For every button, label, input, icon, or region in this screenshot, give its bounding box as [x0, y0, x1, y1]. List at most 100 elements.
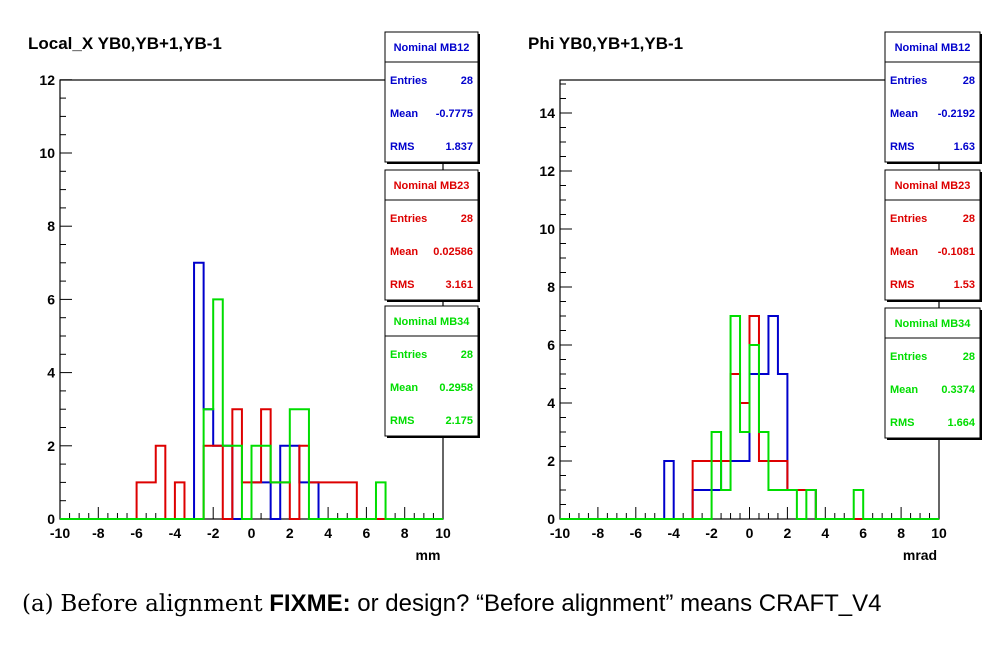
y-tick-label: 10: [539, 221, 555, 237]
x-tick-label: 0: [248, 525, 256, 541]
stats-box-nominal-mb23: Nominal MB23 Entries 28 Mean 0.02586 RMS 3.161: [384, 169, 480, 302]
caption-fixme: FIXME:: [269, 590, 351, 617]
y-tick-label: 8: [47, 218, 55, 234]
figure-caption: (a) Before alignment FIXME: or design? “…: [22, 590, 882, 618]
x-tick-label: -8: [92, 525, 105, 541]
y-tick-label: 6: [547, 337, 555, 353]
x-tick-label: -10: [550, 525, 570, 541]
stats-value: 2.175: [445, 415, 473, 427]
stats-label: Mean: [390, 246, 418, 258]
x-tick-label: -2: [705, 525, 718, 541]
stats-label: RMS: [890, 417, 914, 429]
caption-label: (a): [22, 591, 54, 617]
y-tick-label: 4: [547, 395, 555, 411]
stats-label: Entries: [390, 75, 427, 87]
stats-label: RMS: [390, 415, 414, 427]
y-tick-label: 0: [547, 511, 555, 527]
stats-box-frame: [384, 169, 479, 301]
stats-value: 1.53: [954, 279, 975, 291]
stats-value: 0.2958: [439, 382, 473, 394]
stats-label: Entries: [890, 213, 927, 225]
stats-label: RMS: [890, 141, 914, 153]
chart-title: Local_X YB0,YB+1,YB-1: [28, 34, 222, 53]
stats-box-nominal-mb23: Nominal MB23 Entries 28 Mean -0.1081 RMS 1.53: [884, 169, 982, 302]
x-tick-label: -4: [667, 525, 680, 541]
x-tick-label: 4: [821, 525, 829, 541]
stats-label: Mean: [890, 384, 918, 396]
stats-box-frame: [884, 169, 981, 301]
stats-box-nominal-mb34: Nominal MB34 Entries 28 Mean 0.3374 RMS 1.664: [884, 307, 982, 440]
stats-label: RMS: [390, 279, 414, 291]
x-tick-label: 6: [363, 525, 371, 541]
stats-box-frame: [884, 31, 981, 163]
stats-value: 3.161: [445, 279, 473, 291]
stats-box-nominal-mb34: Nominal MB34 Entries 28 Mean 0.2958 RMS 2.175: [384, 305, 480, 438]
stats-label: Mean: [890, 108, 918, 120]
x-tick-label: 8: [401, 525, 409, 541]
histogram-panel-2: Phi YB0,YB+1,YB-1 -10 -8 -6 -4 -2 0 2 4 6 8 10 0 2 4 6 8…: [528, 31, 982, 563]
x-tick-label: 10: [435, 525, 451, 541]
caption-note: or design? “Before alignment” means CRAF…: [357, 590, 882, 617]
stats-value: 0.3374: [941, 384, 976, 396]
stats-box-nominal-mb12: Nominal MB12 Entries 28 Mean -0.7775 RMS 1.837: [384, 31, 480, 164]
stats-title: Nominal MB34: [394, 316, 471, 328]
y-tick-label: 6: [47, 291, 55, 307]
stats-value: 28: [461, 349, 473, 361]
y-tick-label: 8: [547, 279, 555, 295]
stats-box-nominal-mb12: Nominal MB12 Entries 28 Mean -0.2192 RMS 1.63: [884, 31, 982, 164]
stats-value: 28: [963, 351, 975, 363]
stats-box-frame: [384, 305, 479, 437]
y-tick-label: 0: [47, 511, 55, 527]
x-tick-label: 2: [784, 525, 792, 541]
stats-title: Nominal MB34: [895, 318, 972, 330]
stats-value: 28: [461, 213, 473, 225]
x-tick-label: -10: [50, 525, 70, 541]
y-tick-label: 2: [547, 453, 555, 469]
stats-label: Entries: [390, 213, 427, 225]
stats-box-frame: [884, 307, 981, 439]
stats-label: RMS: [890, 279, 914, 291]
x-tick-label: -4: [169, 525, 182, 541]
stats-title: Nominal MB23: [394, 180, 470, 192]
stats-title: Nominal MB12: [394, 42, 470, 54]
y-tick-label: 2: [47, 438, 55, 454]
stats-value: 28: [963, 75, 975, 87]
stats-label: Entries: [390, 349, 427, 361]
stats-label: Entries: [890, 351, 927, 363]
stats-value: 1.63: [954, 141, 975, 153]
histogram-nominal-mb34: [560, 315, 939, 520]
stats-label: Mean: [390, 108, 418, 120]
x-tick-label: 4: [324, 525, 332, 541]
x-tick-label: -6: [130, 525, 143, 541]
stats-value: -0.2192: [938, 108, 975, 120]
x-tick-label: 6: [859, 525, 867, 541]
stats-label: Mean: [390, 382, 418, 394]
x-axis-label: mrad: [903, 547, 937, 563]
stats-value: -0.7775: [436, 108, 473, 120]
stats-box-frame: [384, 31, 479, 163]
x-axis-label: mm: [416, 547, 441, 563]
stats-title: Nominal MB12: [895, 42, 971, 54]
y-tick-label: 12: [39, 72, 55, 88]
caption-text: Before alignment: [60, 591, 263, 617]
histogram-panel-1: Local_X YB0,YB+1,YB-1 -10 -8 -6 -4 -2 0 2 4 6 8 10 0…: [28, 31, 480, 563]
chart-title: Phi YB0,YB+1,YB-1: [528, 34, 683, 53]
y-tick-label: 4: [47, 365, 55, 381]
y-tick-label: 10: [39, 145, 55, 161]
stats-label: RMS: [390, 141, 414, 153]
stats-value: 1.664: [947, 417, 975, 429]
x-tick-label: 2: [286, 525, 294, 541]
stats-value: 0.02586: [433, 246, 473, 258]
y-tick-label: 12: [539, 163, 555, 179]
x-tick-label: -8: [592, 525, 605, 541]
x-tick-label: 0: [746, 525, 754, 541]
x-tick-label: 10: [931, 525, 947, 541]
stats-label: Entries: [890, 75, 927, 87]
histogram-nominal-mb34: [60, 298, 443, 520]
stats-value: 1.837: [445, 141, 473, 153]
x-tick-label: -2: [207, 525, 220, 541]
x-tick-label: 8: [897, 525, 905, 541]
stats-label: Mean: [890, 246, 918, 258]
x-tick-label: -6: [630, 525, 643, 541]
